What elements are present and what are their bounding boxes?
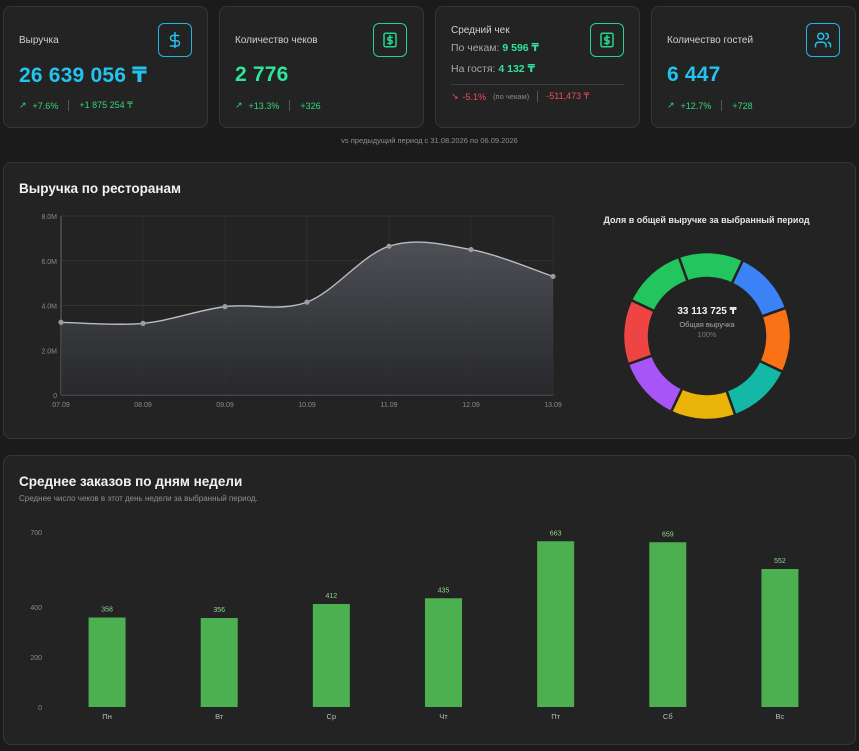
kpi-delta: ↘ -5.1% (по чекам) -511,473 ₸ xyxy=(451,91,589,102)
y-tick-label: 0 xyxy=(38,705,42,712)
avg-by-guest: На гостя: 4 132 ₸ xyxy=(451,63,535,75)
kpi-card-guests: Количество гостей 6 447 ↗ +12.7% +728 xyxy=(651,6,856,128)
trend-up-icon: ↗ xyxy=(667,100,675,110)
x-tick-label: 09.09 xyxy=(216,402,234,409)
avg-by-checks: По чекам: 9 596 ₸ xyxy=(451,42,539,54)
dollar-icon xyxy=(158,23,192,57)
period-note: vs предыдущий период с 31.08.2026 по 06.… xyxy=(341,136,518,145)
delta-percent: +12.7% xyxy=(680,100,712,111)
kpi-title: Средний чек xyxy=(451,25,510,36)
delta-percent: +7.6% xyxy=(32,100,59,111)
bar-value-label: 358 xyxy=(101,607,113,614)
delta-absolute: +326 xyxy=(300,100,321,111)
weekday-orders-panel: Среднее заказов по дням недели Среднее ч… xyxy=(3,455,856,745)
y-tick-label: 8.0M xyxy=(41,214,57,221)
x-tick-label: Сб xyxy=(663,712,673,721)
area-fill xyxy=(61,242,553,395)
kpi-value: 2 776 xyxy=(235,63,289,86)
panel-subtitle: Среднее число чеков в этот день недели з… xyxy=(19,494,258,503)
data-point xyxy=(58,319,64,325)
kpi-card-avg-check: Средний чек По чекам: 9 596 ₸ На гостя: … xyxy=(435,6,640,128)
kpi-delta: ↗ +13.3% +326 xyxy=(235,100,321,111)
x-tick-label: 13.09 xyxy=(544,402,562,409)
data-point xyxy=(222,304,228,310)
delta-absolute: -511,473 ₸ xyxy=(546,91,590,101)
kpi-card-checks: Количество чеков 2 776 ↗ +13.3% +326 xyxy=(219,6,424,128)
bar xyxy=(761,569,799,707)
data-point xyxy=(386,243,392,249)
revenue-panel: Выручка по ресторанам 0 2.0M 4.0M 6.0M 8.0M 0… xyxy=(3,162,856,439)
y-tick-label: 400 xyxy=(30,605,42,612)
bar-value-label: 659 xyxy=(662,531,674,538)
users-icon xyxy=(806,23,840,57)
receipt-dollar-icon xyxy=(590,23,624,57)
y-tick-label: 700 xyxy=(30,530,42,537)
bar xyxy=(200,618,238,707)
y-tick-label: 200 xyxy=(30,655,42,662)
trend-up-icon: ↗ xyxy=(235,100,243,110)
x-tick-label: Пт xyxy=(551,712,560,721)
x-tick-label: Пн xyxy=(102,712,112,721)
data-point xyxy=(140,320,146,326)
bar xyxy=(537,541,575,707)
x-tick-label: Вс xyxy=(776,712,785,721)
panel-title: Среднее заказов по дням недели xyxy=(19,474,243,489)
trend-down-icon: ↘ xyxy=(451,91,459,101)
data-point xyxy=(550,273,556,280)
donut-title: Доля в общей выручке за выбранный период xyxy=(603,215,810,225)
donut-total: 33 113 725 ₸ xyxy=(677,306,737,317)
bar xyxy=(88,617,126,707)
donut-slice xyxy=(629,255,690,313)
delta-percent: -5.1% xyxy=(462,91,487,102)
kpi-title: Выручка xyxy=(19,35,59,46)
delta-percent: +13.3% xyxy=(248,100,280,111)
bar-value-label: 412 xyxy=(326,593,338,600)
kpi-delta: ↗ +7.6% +1 875 254 ₸ xyxy=(19,100,133,111)
kpi-title: Количество гостей xyxy=(667,35,754,46)
data-point xyxy=(304,299,310,305)
bar-value-label: 435 xyxy=(438,587,450,594)
x-tick-label: Вт xyxy=(215,712,224,721)
x-tick-label: 12.09 xyxy=(462,402,480,409)
kpi-card-revenue: Выручка 26 639 056 ₸ ↗ +7.6% +1 875 254 … xyxy=(3,6,208,128)
delta-note: (по чекам) xyxy=(493,92,530,101)
bar-value-label: 356 xyxy=(213,607,225,614)
bar-value-label: 552 xyxy=(774,558,786,565)
data-point xyxy=(468,246,474,253)
weekday-bar-chart: 0 200 400 700 358 Пн 356 Вт 412 Ср 435 Чт 663 Пт 659 Сб… xyxy=(30,530,799,721)
kpi-title: Количество чеков xyxy=(235,35,318,46)
y-tick-label: 4.0M xyxy=(41,304,57,311)
x-tick-label: Чт xyxy=(439,712,448,721)
kpi-delta: ↗ +12.7% +728 xyxy=(667,100,753,111)
bar-value-label: 663 xyxy=(550,530,562,537)
donut-slice xyxy=(724,359,785,417)
bar xyxy=(649,542,687,707)
donut-label: Общая выручка xyxy=(679,320,735,329)
y-tick-label: 2.0M xyxy=(41,348,57,355)
receipt-dollar-icon xyxy=(373,23,407,57)
y-tick-label: 6.0M xyxy=(41,259,57,266)
panel-title: Выручка по ресторанам xyxy=(19,181,182,196)
x-tick-label: 10.09 xyxy=(298,402,316,409)
bar xyxy=(425,598,462,707)
revenue-area-chart: 0 2.0M 4.0M 6.0M 8.0M 07.09 08.09 09.09 10.09 11.… xyxy=(41,214,562,409)
x-tick-label: Ср xyxy=(327,712,337,721)
x-tick-label: 08.09 xyxy=(134,402,152,409)
x-tick-label: 11.09 xyxy=(381,402,398,409)
donut-center: 33 113 725 ₸ Общая выручка 100% xyxy=(657,306,757,339)
divider xyxy=(451,84,624,85)
delta-absolute: +728 xyxy=(732,100,753,111)
y-tick-label: 0 xyxy=(53,393,57,400)
delta-absolute: +1 875 254 ₸ xyxy=(79,100,133,110)
revenue-donut-chart xyxy=(621,250,793,422)
trend-up-icon: ↗ xyxy=(19,100,27,110)
donut-percent: 100% xyxy=(697,330,717,339)
donut-slice xyxy=(626,353,684,414)
bar xyxy=(312,604,350,707)
kpi-value: 26 639 056 ₸ xyxy=(19,64,147,87)
kpi-value: 6 447 xyxy=(667,63,721,86)
x-tick-label: 07.09 xyxy=(52,402,70,409)
